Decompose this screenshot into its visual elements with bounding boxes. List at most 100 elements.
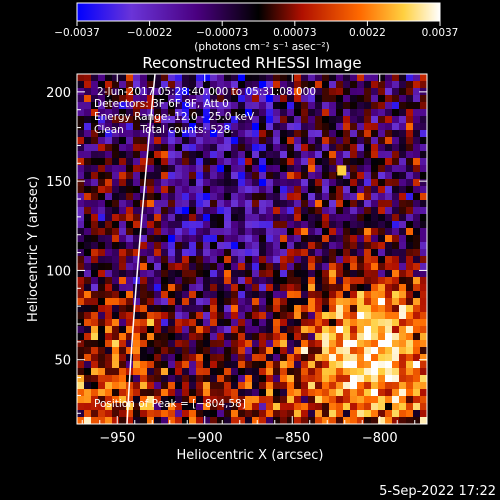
heatmap-cell bbox=[413, 340, 421, 348]
heatmap-cell bbox=[140, 249, 148, 257]
heatmap-cell bbox=[154, 130, 162, 138]
heatmap-cell bbox=[364, 417, 372, 424]
heatmap-cell bbox=[252, 375, 260, 383]
heatmap-cell bbox=[329, 228, 337, 236]
heatmap-cell bbox=[84, 179, 92, 187]
heatmap-cell bbox=[322, 249, 330, 257]
heatmap-cell bbox=[420, 277, 427, 285]
heatmap-cell bbox=[287, 403, 295, 411]
heatmap-cell bbox=[126, 186, 134, 194]
heatmap-cell bbox=[406, 298, 414, 306]
heatmap-cell bbox=[217, 130, 225, 138]
heatmap-cell bbox=[287, 130, 295, 138]
heatmap-cell bbox=[168, 88, 176, 96]
heatmap-cell bbox=[371, 81, 379, 89]
heatmap-cell bbox=[196, 235, 204, 243]
heatmap-cell bbox=[343, 263, 351, 271]
heatmap-cell bbox=[175, 102, 183, 110]
heatmap-cell bbox=[126, 130, 134, 138]
heatmap-cell bbox=[245, 81, 253, 89]
heatmap-cell bbox=[385, 305, 393, 313]
heatmap-cell bbox=[266, 74, 274, 82]
heatmap-cell bbox=[287, 214, 295, 222]
heatmap-cell bbox=[385, 88, 393, 96]
heatmap-cell bbox=[203, 249, 211, 257]
heatmap-cell bbox=[203, 137, 211, 145]
heatmap-cell bbox=[259, 200, 267, 208]
heatmap-cell bbox=[378, 249, 386, 257]
heatmap-cell bbox=[175, 235, 183, 243]
heatmap-cell bbox=[182, 95, 190, 103]
heatmap-cell bbox=[161, 242, 169, 250]
heatmap-cell bbox=[308, 291, 316, 299]
heatmap-cell bbox=[322, 361, 330, 369]
heatmap-cell bbox=[252, 249, 260, 257]
heatmap-cell bbox=[259, 116, 267, 124]
heatmap-cell bbox=[203, 410, 211, 418]
heatmap-cell bbox=[350, 109, 358, 117]
heatmap-cell bbox=[336, 102, 344, 110]
heatmap-cell bbox=[280, 221, 288, 229]
heatmap-cell bbox=[203, 193, 211, 201]
heatmap-cell bbox=[147, 158, 155, 166]
heatmap-cell bbox=[343, 347, 351, 355]
heatmap-cell bbox=[399, 235, 407, 243]
heatmap-cell bbox=[413, 382, 421, 390]
heatmap-cell bbox=[357, 144, 365, 152]
heatmap-cell bbox=[203, 186, 211, 194]
heatmap-cell bbox=[182, 326, 190, 334]
heatmap-cell bbox=[266, 109, 274, 117]
heatmap-cell bbox=[287, 228, 295, 236]
heatmap-cell bbox=[392, 333, 400, 341]
heatmap-cell bbox=[77, 109, 85, 117]
heatmap-cell bbox=[413, 130, 421, 138]
heatmap-cell bbox=[203, 319, 211, 327]
heatmap-cell bbox=[294, 193, 302, 201]
heatmap-cell bbox=[294, 200, 302, 208]
heatmap-cell bbox=[350, 382, 358, 390]
heatmap-cell bbox=[245, 235, 253, 243]
heatmap-cell bbox=[252, 151, 260, 159]
heatmap-cell bbox=[168, 165, 176, 173]
heatmap-cell bbox=[161, 74, 169, 82]
heatmap-cell bbox=[133, 228, 141, 236]
heatmap-cell bbox=[161, 410, 169, 418]
heatmap-cell bbox=[392, 396, 400, 404]
heatmap-cell bbox=[182, 116, 190, 124]
heatmap-cell bbox=[119, 298, 127, 306]
heatmap-cell bbox=[91, 340, 99, 348]
heatmap-cell bbox=[112, 144, 120, 152]
heatmap-cell bbox=[378, 109, 386, 117]
heatmap-cell bbox=[315, 221, 323, 229]
heatmap-cell bbox=[273, 81, 281, 89]
heatmap-cell bbox=[413, 179, 421, 187]
heatmap-cell bbox=[105, 116, 113, 124]
heatmap-cell bbox=[238, 123, 246, 131]
heatmap-cell bbox=[154, 109, 162, 117]
heatmap-cell bbox=[231, 221, 239, 229]
heatmap-cell bbox=[406, 137, 414, 145]
heatmap-cell bbox=[413, 144, 421, 152]
heatmap-cell bbox=[84, 151, 92, 159]
heatmap-cell bbox=[182, 193, 190, 201]
heatmap-cell bbox=[112, 130, 120, 138]
heatmap-cell bbox=[336, 207, 344, 215]
heatmap-cell bbox=[119, 214, 127, 222]
heatmap-cell bbox=[224, 410, 232, 418]
heatmap-cell bbox=[343, 298, 351, 306]
heatmap-cell bbox=[420, 382, 427, 390]
heatmap-cell bbox=[371, 109, 379, 117]
heatmap-cell bbox=[350, 214, 358, 222]
heatmap-cell bbox=[140, 179, 148, 187]
heatmap-cell bbox=[112, 417, 120, 424]
heatmap-cell bbox=[350, 200, 358, 208]
heatmap-cell bbox=[119, 81, 127, 89]
heatmap-cell bbox=[287, 396, 295, 404]
heatmap-cell bbox=[91, 319, 99, 327]
heatmap-cell bbox=[140, 326, 148, 334]
heatmap-cell bbox=[259, 326, 267, 334]
heatmap-cell bbox=[84, 242, 92, 250]
heatmap-cell bbox=[287, 256, 295, 264]
heatmap-cell bbox=[385, 277, 393, 285]
heatmap-cell bbox=[126, 228, 134, 236]
